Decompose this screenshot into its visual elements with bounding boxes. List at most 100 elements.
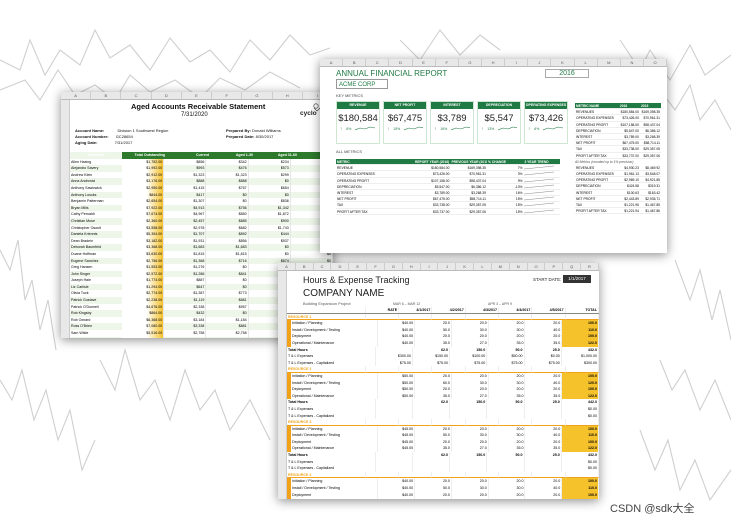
table-cell[interactable]: 442.0 <box>562 399 599 406</box>
table-cell[interactable]: $1,815 <box>206 250 249 258</box>
table-cell[interactable]: Ted Tonnine <box>70 336 122 338</box>
table-cell[interactable]: Joseph Hale <box>71 278 91 283</box>
metric-row[interactable]: PROFIT AFTER TAX $33,737.00 $29,357.06 15% <box>336 209 560 215</box>
column-header[interactable]: 4/4/2017 <box>499 307 533 313</box>
table-cell[interactable]: $67,475.00 <box>413 196 451 203</box>
table-cell[interactable]: $8,469.92 <box>639 165 661 172</box>
table-cell[interactable]: $2,978 <box>164 224 207 232</box>
table-cell[interactable]: $1,467.85 <box>639 202 661 209</box>
table-cell[interactable]: Christopher Ososit <box>71 225 101 230</box>
total-row[interactable]: Total Hours 62.0 150.0 50.0 25.0 432.0 <box>287 346 599 354</box>
table-cell[interactable]: Install / Development / Testing <box>287 432 379 439</box>
table-cell[interactable]: $0 <box>206 283 249 291</box>
side-row[interactable]: TAX $1,221.95 $1,467.85 <box>575 202 661 209</box>
total-row[interactable]: Total Hours 62.0 150.0 50.0 25.0 432.0 <box>287 452 599 459</box>
table-cell[interactable]: $50.00 <box>378 392 416 400</box>
table-cell[interactable]: $75.00 <box>376 359 413 367</box>
table-cell[interactable]: Rob Oxnard <box>71 317 91 322</box>
table-cell[interactable]: $3,630.00 <box>122 250 165 258</box>
table-cell[interactable]: $7,674.00 <box>122 211 165 218</box>
table-cell[interactable]: 30.0 <box>452 326 489 334</box>
table-cell[interactable]: $2,758 <box>164 330 207 337</box>
table-cell[interactable]: 30.0 <box>489 326 526 334</box>
table-row[interactable]: Benjamin Patterman$2,654.00$1,307$0$836$… <box>70 198 333 205</box>
table-cell[interactable]: Total Hours <box>287 452 376 459</box>
table-cell[interactable]: $900 <box>248 217 291 225</box>
side-row[interactable]: OPERATING PROFIT $2,969.10 $4,921.85 <box>575 177 661 184</box>
table-cell[interactable]: Install / Development / Testing <box>287 326 379 334</box>
table-cell[interactable]: Operational / Maintenance <box>287 339 379 347</box>
metric-row[interactable]: REVENUE $180,584.00 $169,398.35 7% <box>336 165 560 172</box>
table-cell[interactable]: $892 <box>206 231 249 238</box>
table-cell[interactable]: $0 <box>291 250 333 258</box>
table-cell[interactable]: $993 <box>164 165 207 172</box>
table-cell[interactable]: 20.0 <box>452 372 489 380</box>
table-cell[interactable]: TAX <box>336 202 414 209</box>
table-cell[interactable]: T & L Expenses <box>287 458 376 466</box>
table-cell[interactable]: $2,654.00 <box>122 198 165 205</box>
table-cell[interactable]: 50.0 <box>487 399 525 406</box>
table-cell[interactable]: $0 <box>206 310 249 317</box>
table-cell[interactable]: $773 <box>206 290 249 298</box>
task-row[interactable]: Install / Development / Testing $40.00 50.… <box>287 485 599 492</box>
table-cell[interactable]: Total Hours <box>287 399 376 406</box>
table-cell[interactable]: 35.0 <box>525 339 563 347</box>
table-cell[interactable]: $432 <box>164 310 207 317</box>
table-cell[interactable]: 35.0 <box>489 392 526 400</box>
table-cell[interactable]: $1,815 <box>164 250 207 258</box>
column-header[interactable]: Total Outstanding <box>134 153 165 157</box>
table-cell[interactable]: $1,323 <box>206 171 249 179</box>
table-cell[interactable]: $40.00 <box>378 326 416 334</box>
table-cell[interactable]: $1,683 <box>164 244 207 251</box>
metric-card-net-profit[interactable]: NET PROFIT $67,475 ↑ 15% <box>383 101 427 144</box>
table-cell[interactable]: Operational / Maintenance <box>287 498 379 499</box>
table-cell[interactable] <box>450 412 488 420</box>
table-cell[interactable]: 62.0 <box>413 399 451 406</box>
table-cell[interactable]: $1,872 <box>249 211 291 218</box>
metric-card-revenue[interactable]: REVENUE $180,584 ↑ 6% <box>336 101 380 144</box>
table-cell[interactable]: 20.0 <box>489 372 526 380</box>
table-cell[interactable]: 30.0 <box>489 432 526 439</box>
side-row[interactable]: PROFIT AFTER TAX $1,221.94 $1,467.86 <box>575 208 661 215</box>
column-header[interactable]: Customer <box>70 152 122 159</box>
table-cell[interactable]: $342 <box>206 158 249 166</box>
table-cell[interactable]: 20.0 <box>415 491 452 499</box>
table-cell[interactable]: $75.00 <box>525 359 562 367</box>
table-cell[interactable]: $716 <box>206 257 249 265</box>
table-cell[interactable]: 20.0 <box>415 386 452 393</box>
table-cell[interactable]: 110.0 <box>562 485 599 492</box>
table-cell[interactable]: $58,714.11 <box>639 140 661 147</box>
table-cell[interactable]: $45.00 <box>378 432 416 439</box>
table-cell[interactable]: $98,437.04 <box>639 122 661 128</box>
table-cell[interactable]: 7% <box>486 165 524 172</box>
table-cell[interactable]: $0 <box>248 244 291 251</box>
column-header[interactable]: 2016 <box>618 103 640 110</box>
table-cell[interactable]: 100.0 <box>562 478 599 486</box>
table-cell[interactable]: $1,758 <box>164 336 207 338</box>
table-cell[interactable]: $3,368.00 <box>122 244 165 251</box>
table-cell[interactable]: Deborah Baumfeld <box>70 244 122 251</box>
table-cell[interactable]: $1,342 <box>248 204 291 212</box>
table-cell[interactable]: 15% <box>486 209 524 215</box>
table-cell[interactable]: Anna Andronici <box>70 178 122 185</box>
table-cell[interactable]: Install / Development / Testing <box>287 485 379 492</box>
column-header[interactable]: 4/3/2017 <box>466 307 500 313</box>
task-row[interactable]: Operational / Maintenance $45.00 35.0 27.0 3… <box>287 445 599 453</box>
table-cell[interactable]: $887 <box>164 277 207 284</box>
table-cell[interactable]: DEPRECIATION <box>336 184 414 190</box>
table-cell[interactable]: $0 <box>248 178 291 185</box>
table-cell[interactable]: $0 <box>206 277 249 284</box>
table-cell[interactable]: INTEREST <box>336 190 414 197</box>
table-cell[interactable]: $756 <box>206 204 249 212</box>
table-cell[interactable]: 30.0 <box>452 379 489 387</box>
task-row[interactable]: Initiation / Planning $45.00 20.0 20.0 20.0 2… <box>287 425 599 433</box>
expense2-row[interactable]: T & L Expenses - Capitalized $75.00 $75.00… <box>287 359 599 367</box>
table-cell[interactable] <box>525 412 562 420</box>
table-cell[interactable]: $2,756.00 <box>122 257 165 265</box>
side-row[interactable]: REVENUES $4,930.23 $8,469.92 <box>575 165 661 172</box>
table-cell[interactable]: $0.00 <box>562 465 599 472</box>
table-cell[interactable]: T & L Expenses <box>287 353 376 360</box>
table-cell[interactable]: 432.0 <box>562 452 599 459</box>
table-cell[interactable]: $40.00 <box>378 485 416 492</box>
